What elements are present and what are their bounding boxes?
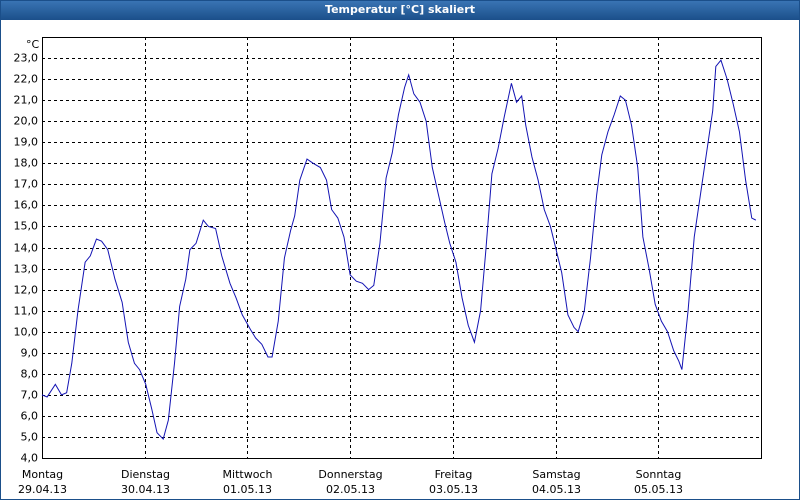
x-tick-date: 04.05.13 bbox=[532, 483, 581, 496]
x-tick-date: 03.05.13 bbox=[429, 483, 478, 496]
y-tick-label: 8,0 bbox=[21, 368, 39, 381]
window-title: Temperatur [°C] skaliert bbox=[325, 3, 475, 16]
y-tick-label: 19,0 bbox=[14, 136, 39, 149]
x-tick-date: 01.05.13 bbox=[223, 483, 272, 496]
x-tick-label: Montag bbox=[22, 468, 63, 481]
x-tick-date: 02.05.13 bbox=[326, 483, 375, 496]
y-tick-label: 21,0 bbox=[14, 94, 39, 107]
y-unit: °C bbox=[26, 38, 40, 51]
x-tick-label: Donnerstag bbox=[318, 468, 382, 481]
y-tick-label: 13,0 bbox=[14, 263, 39, 276]
y-tick-label: 6,0 bbox=[21, 410, 39, 423]
title-bar bbox=[0, 0, 800, 20]
y-tick-label: 17,0 bbox=[14, 178, 39, 191]
x-tick-label: Dienstag bbox=[121, 468, 170, 481]
y-tick-label: 7,0 bbox=[21, 389, 39, 402]
x-tick-label: Samstag bbox=[532, 468, 580, 481]
y-tick-label: 12,0 bbox=[14, 284, 39, 297]
y-tick-label: 20,0 bbox=[14, 115, 39, 128]
y-tick-label: 9,0 bbox=[21, 347, 39, 360]
y-tick-label: 16,0 bbox=[14, 199, 39, 212]
y-tick-label: 23,0 bbox=[14, 52, 39, 65]
x-tick-label: Freitag bbox=[435, 468, 473, 481]
y-tick-label: 18,0 bbox=[14, 157, 39, 170]
y-tick-label: 10,0 bbox=[14, 326, 39, 339]
x-tick-date: 30.04.13 bbox=[121, 483, 170, 496]
y-tick-label: 15,0 bbox=[14, 220, 39, 233]
temperature-line bbox=[41, 59, 757, 441]
y-tick-label: 4,0 bbox=[21, 452, 39, 465]
x-tick-date: 05.05.13 bbox=[634, 483, 683, 496]
y-tick-label: 5,0 bbox=[21, 431, 39, 444]
x-tick-date: 29.04.13 bbox=[18, 483, 67, 496]
y-tick-label: 11,0 bbox=[14, 305, 39, 318]
y-tick-label: 14,0 bbox=[14, 242, 39, 255]
y-tick-label: 22,0 bbox=[14, 73, 39, 86]
x-tick-label: Sonntag bbox=[636, 468, 682, 481]
x-tick-label: Mittwoch bbox=[223, 468, 273, 481]
